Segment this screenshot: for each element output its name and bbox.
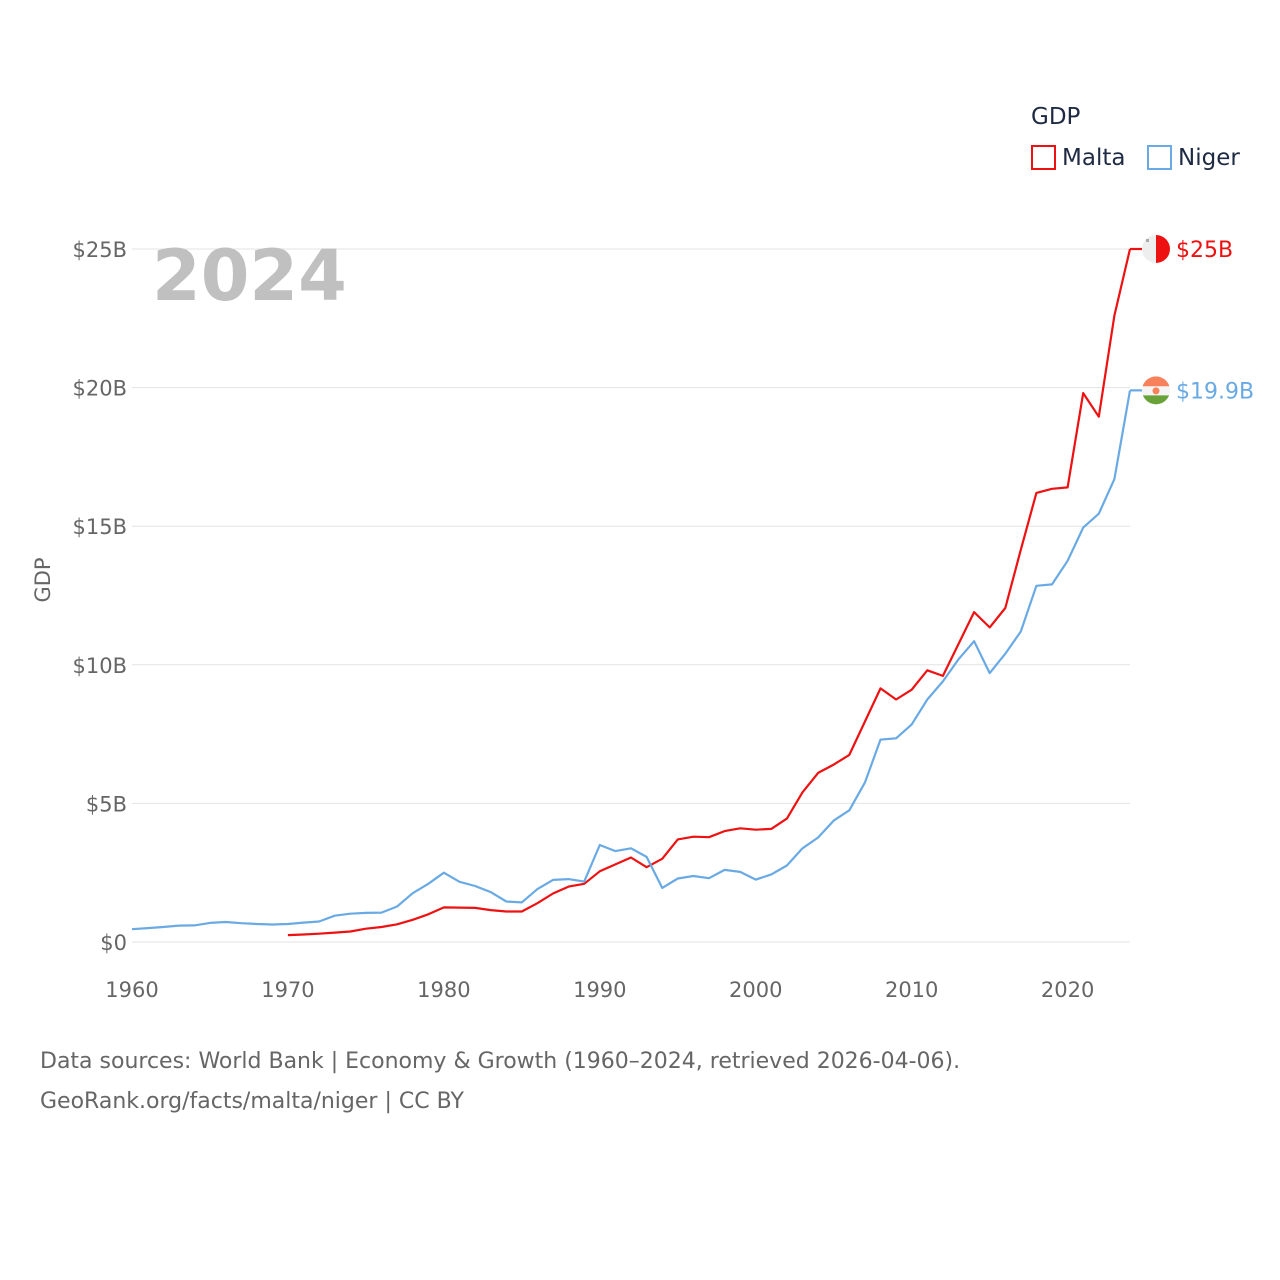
y-axis: $0 $5B $10B $15B $20B $25B <box>73 238 128 955</box>
x-tick-label: 2000 <box>729 978 782 1002</box>
series-line-malta <box>287 248 1132 937</box>
y-tick-label: $5B <box>86 792 127 816</box>
y-tick-label: $15B <box>73 515 128 539</box>
x-tick-label: 2010 <box>885 978 938 1002</box>
grid-lines <box>132 248 1130 943</box>
source-line-2: GeoRank.org/facts/malta/niger | CC BY <box>40 1089 464 1114</box>
source-note: Data sources: World Bank | Economy & Gro… <box>40 1042 1240 1122</box>
source-line-1: Data sources: World Bank | Economy & Gro… <box>40 1049 961 1074</box>
legend-label-malta: Malta <box>1062 145 1125 171</box>
end-value-label-malta: $25B <box>1176 238 1233 263</box>
end-marker-malta: $25B <box>1142 235 1233 263</box>
gdp-line-chart: $0 $5B $10B $15B $20B $25B 1960 1970 1980 1990 20… <box>31 104 1254 1002</box>
malta-flag-icon <box>1142 235 1170 263</box>
current-year-label: 2024 <box>152 235 347 317</box>
x-tick-label: 1980 <box>417 978 470 1002</box>
y-tick-label: $10B <box>73 654 128 678</box>
legend-swatch-niger <box>1147 145 1172 170</box>
legend-label-niger: Niger <box>1178 145 1240 171</box>
niger-flag-icon <box>1142 376 1170 405</box>
y-tick-label: $0 <box>100 931 127 955</box>
legend-swatch-malta <box>1031 145 1056 170</box>
x-tick-label: 1960 <box>105 978 158 1002</box>
series-lines <box>131 247 1142 937</box>
x-tick-label: 1990 <box>573 978 626 1002</box>
legend-item-niger[interactable]: Niger <box>1147 145 1240 171</box>
series-line-niger <box>131 390 1132 931</box>
y-tick-label: $20B <box>73 377 128 401</box>
x-tick-label: 2020 <box>1041 978 1094 1002</box>
x-tick-label: 1970 <box>261 978 314 1002</box>
end-value-label-niger: $19.9B <box>1176 379 1254 404</box>
legend: GDP Malta Niger <box>1031 104 1240 171</box>
y-tick-label: $25B <box>73 238 128 262</box>
end-marker-niger: $19.9B <box>1142 376 1254 405</box>
legend-title: GDP <box>1031 104 1081 130</box>
legend-item-malta[interactable]: Malta <box>1031 145 1125 171</box>
y-axis-label: GDP <box>31 557 55 602</box>
x-axis: 1960 1970 1980 1990 2000 2010 2020 <box>105 978 1094 1002</box>
